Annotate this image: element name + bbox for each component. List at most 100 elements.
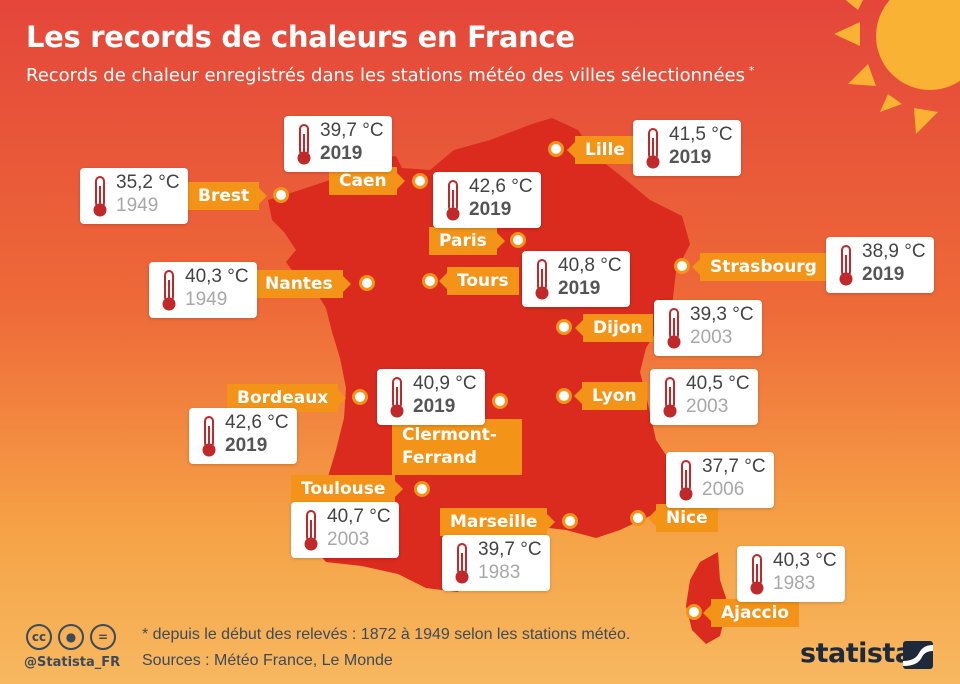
sun-icon: [834, 0, 960, 134]
location-dot-caen: [412, 173, 428, 189]
statista-logo-icon: [903, 641, 933, 669]
page-title: Les records de chaleurs en France: [26, 20, 575, 54]
record-temperature: 42,6 °C: [469, 176, 533, 197]
record-year: 2019: [413, 396, 456, 417]
thermometer-icon: [750, 554, 764, 595]
record-card-lyon: 40,5 °C 2003: [650, 369, 758, 425]
city-label-nice: Nice: [648, 504, 718, 532]
city-label-marseille: Marseille: [440, 508, 556, 536]
city-label-toulouse: Toulouse: [291, 475, 404, 503]
record-card-nice: 37,7 °C 2006: [666, 452, 774, 508]
thermometer-icon: [93, 176, 107, 217]
record-card-clermont-ferrand: 40,9 °C 2019: [377, 369, 485, 425]
city-label-ajaccio: Ajaccio: [702, 599, 800, 627]
record-year: 2003: [686, 396, 729, 417]
record-temperature: 42,6 °C: [225, 412, 289, 433]
record-temperature: 40,7 °C: [327, 506, 391, 527]
sun-ray: [848, 64, 876, 86]
record-card-ajaccio: 40,3 °C 1983: [737, 546, 845, 602]
subtitle-footnote-marker: *: [748, 64, 755, 77]
mainland-france-shape: [268, 118, 690, 592]
record-temperature: 39,7 °C: [478, 539, 542, 560]
location-dot-marseille: [562, 513, 578, 529]
thermometer-icon: [646, 128, 660, 169]
twitter-handle: @Statista_FR: [24, 655, 121, 670]
record-temperature: 40,3 °C: [185, 266, 249, 287]
sources: Sources : Météo France, Le Monde: [142, 652, 393, 669]
statista-logo-text: statista: [800, 638, 913, 669]
city-label-bordeaux: Bordeaux: [227, 384, 347, 412]
thermometer-icon: [297, 124, 311, 165]
sun-ray: [880, 94, 902, 112]
record-card-dijon: 39,3 °C 2003: [654, 300, 762, 356]
thermometer-icon: [663, 377, 677, 418]
city-label-strasbourg: Strasbourg: [692, 253, 827, 281]
record-card-toulouse: 40,7 °C 2003: [291, 502, 399, 558]
city-label-brest: Brest: [188, 182, 268, 210]
record-year: 2019: [669, 147, 712, 168]
sun-ray: [834, 22, 860, 46]
record-temperature: 40,9 °C: [413, 373, 477, 394]
record-year: 1983: [478, 562, 521, 583]
city-label-clermont-ferrand: Clermont-Ferrand: [392, 419, 522, 475]
subtitle-text: Records de chaleur enregistrés dans les …: [26, 65, 745, 86]
location-dot-lille: [548, 141, 564, 157]
city-label-lille: Lille: [567, 136, 635, 164]
record-year: 2019: [469, 199, 512, 220]
record-temperature: 39,7 °C: [320, 120, 384, 141]
record-year: 2019: [558, 278, 601, 299]
record-temperature: 38,9 °C: [862, 241, 926, 262]
record-year: 2019: [862, 264, 905, 285]
location-dot-tours: [422, 273, 438, 289]
creative-commons-icon: cc: [26, 624, 52, 650]
record-year: 2019: [225, 435, 268, 456]
city-label-nantes: Nantes: [255, 270, 351, 298]
sun-ray: [845, 0, 863, 10]
location-dot-toulouse: [414, 481, 430, 497]
thermometer-icon: [304, 510, 318, 551]
corsica-shape: [686, 552, 728, 644]
record-temperature: 39,3 °C: [690, 304, 754, 325]
page-subtitle: Records de chaleur enregistrés dans les …: [26, 64, 754, 86]
thermometer-icon: [390, 377, 404, 418]
record-card-lille: 41,5 °C 2019: [633, 120, 741, 176]
record-year: 2003: [690, 327, 733, 348]
thermometer-icon: [679, 460, 693, 501]
thermometer-icon: [202, 416, 216, 457]
location-dot-strasbourg: [674, 258, 690, 274]
record-card-marseille: 39,7 °C 1983: [442, 535, 550, 591]
record-temperature: 41,5 °C: [669, 124, 733, 145]
thermometer-icon: [839, 245, 853, 286]
record-year: 1949: [116, 195, 159, 216]
location-dot-bordeaux: [352, 389, 368, 405]
record-year: 1983: [773, 573, 816, 594]
record-card-caen: 39,7 °C 2019: [284, 116, 392, 172]
record-card-bordeaux: 42,6 °C 2019: [189, 408, 297, 464]
record-card-tours: 40,8 °C 2019: [522, 251, 630, 307]
record-card-nantes: 40,3 °C 1949: [149, 262, 257, 318]
sun-ray: [914, 108, 938, 134]
record-temperature: 40,8 °C: [558, 255, 622, 276]
thermometer-icon: [162, 270, 176, 311]
location-dot-nice: [630, 510, 646, 526]
record-temperature: 35,2 °C: [116, 172, 180, 193]
no-derivatives-equals-icon: =: [90, 624, 116, 650]
thermometer-icon: [535, 259, 549, 300]
location-dot-clermont-ferrand: [492, 393, 508, 409]
city-label-dijon: Dijon: [575, 314, 653, 342]
footnote: * depuis le début des relevés : 1872 à 1…: [142, 626, 631, 643]
location-dot-ajaccio: [686, 604, 702, 620]
record-temperature: 40,5 °C: [686, 373, 750, 394]
record-year: 2003: [327, 529, 370, 550]
city-label-tours: Tours: [439, 267, 519, 295]
thermometer-icon: [667, 308, 681, 349]
record-card-strasbourg: 38,9 °C 2019: [826, 237, 934, 293]
location-dot-nantes: [359, 275, 375, 291]
attribution-person-icon: ●: [58, 624, 84, 650]
sun-disc: [876, 0, 960, 90]
record-year: 1949: [185, 289, 228, 310]
record-temperature: 37,7 °C: [702, 456, 766, 477]
record-card-brest: 35,2 °C 1949: [80, 168, 188, 224]
thermometer-icon: [455, 543, 469, 584]
